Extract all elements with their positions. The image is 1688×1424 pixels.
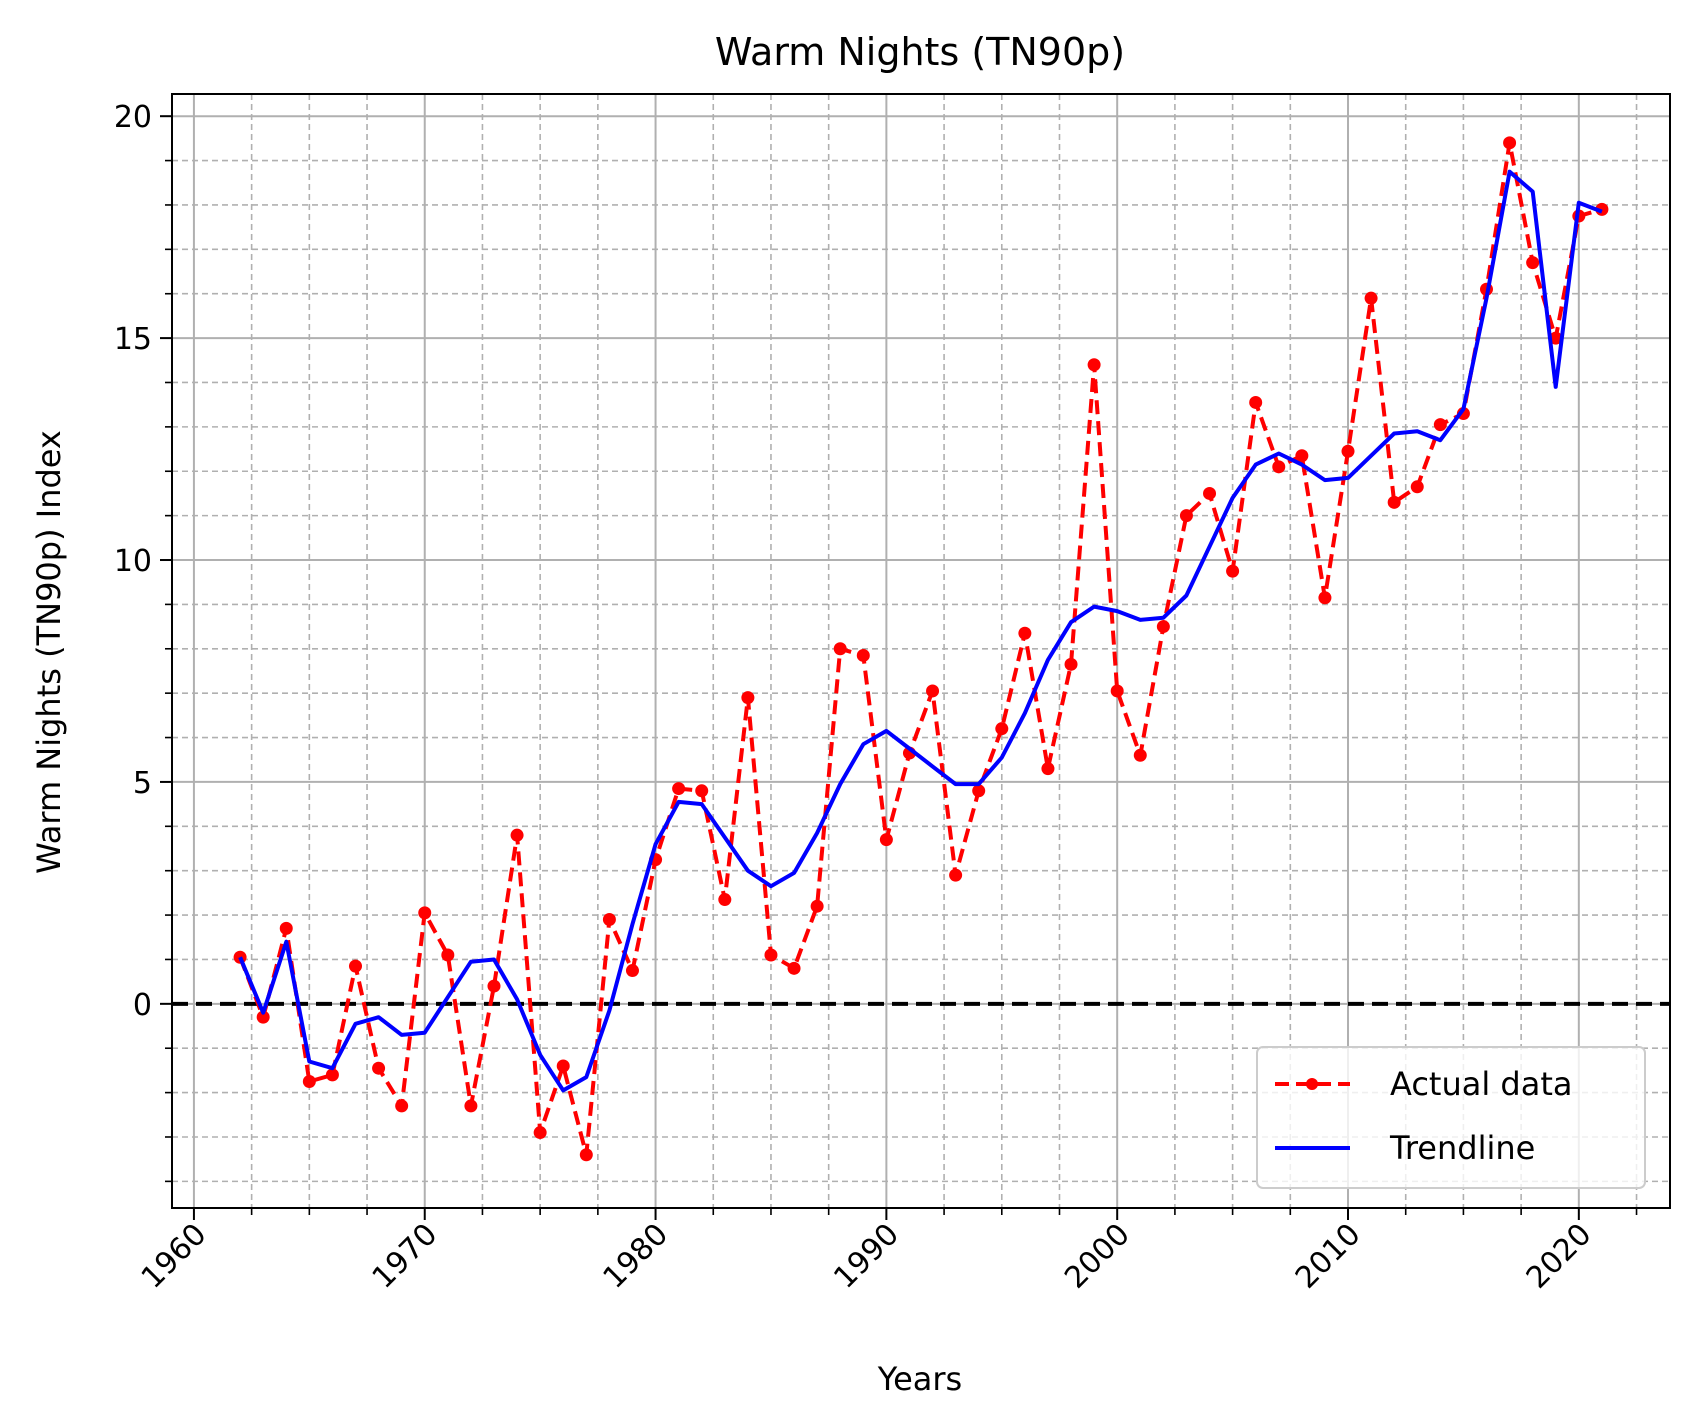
- series-line-trendline: [238, 169, 1603, 1093]
- data-point: [718, 893, 732, 907]
- series-line-actual-data: [238, 140, 1603, 1157]
- data-point: [1203, 486, 1217, 500]
- data-point: [1156, 620, 1170, 634]
- y-axis-label: Warm Nights (TN90p) Index: [30, 430, 68, 874]
- data-point: [1387, 495, 1401, 509]
- y-tick-label: 10: [114, 544, 152, 579]
- data-point: [441, 948, 455, 962]
- data-point: [510, 828, 524, 842]
- data-point: [1087, 358, 1101, 372]
- y-tick-label: 0: [133, 988, 152, 1023]
- data-point: [1041, 762, 1055, 776]
- data-point: [1364, 291, 1378, 305]
- data-point: [1341, 444, 1355, 458]
- legend-marker-actual-data: [1306, 1078, 1318, 1090]
- legend: Actual data Trendline: [1256, 1046, 1646, 1189]
- data-point: [1064, 657, 1078, 671]
- data-point: [1249, 395, 1263, 409]
- x-tick-label: 2010: [1289, 1217, 1368, 1296]
- data-point: [810, 899, 824, 913]
- data-point: [995, 722, 1009, 736]
- x-tick-label: 2000: [1058, 1217, 1137, 1296]
- data-point: [1318, 591, 1332, 605]
- data-point: [787, 961, 801, 975]
- series-layer: [233, 136, 1609, 1162]
- data-point: [348, 959, 362, 973]
- data-point: [926, 684, 940, 698]
- data-point: [949, 868, 963, 882]
- data-point: [625, 964, 639, 978]
- data-point: [1526, 256, 1540, 270]
- legend-label-actual-data: Actual data: [1390, 1065, 1573, 1103]
- y-tick-label: 15: [114, 322, 152, 357]
- x-axis-label: Years: [877, 1360, 962, 1398]
- data-point: [256, 1010, 270, 1024]
- x-tick-label: 1970: [366, 1217, 445, 1296]
- data-point: [764, 948, 778, 962]
- data-point: [279, 921, 293, 935]
- x-tick-label: 2020: [1520, 1217, 1599, 1296]
- data-point: [1226, 564, 1240, 578]
- data-point: [302, 1075, 316, 1089]
- data-point: [1133, 748, 1147, 762]
- data-point: [602, 913, 616, 927]
- data-point: [879, 833, 893, 847]
- data-point: [464, 1099, 478, 1113]
- x-tick-label: 1960: [135, 1217, 214, 1296]
- legend-label-trendline: Trendline: [1389, 1129, 1535, 1167]
- data-point: [487, 979, 501, 993]
- data-point: [1110, 684, 1124, 698]
- data-point: [556, 1059, 570, 1073]
- plot-frame: [171, 93, 1671, 1209]
- data-point: [1549, 331, 1563, 345]
- data-point: [1503, 136, 1517, 150]
- chart-title: Warm Nights (TN90p): [715, 30, 1125, 74]
- grid-layer: [172, 94, 1670, 1208]
- data-point: [418, 906, 432, 920]
- data-point: [533, 1126, 547, 1140]
- data-point: [1595, 202, 1609, 216]
- data-point: [395, 1099, 409, 1113]
- data-point: [1018, 626, 1032, 640]
- y-tick-label: 20: [114, 100, 152, 135]
- x-tick-label: 1990: [827, 1217, 906, 1296]
- y-tick-label: 5: [133, 766, 152, 801]
- data-point: [695, 784, 709, 798]
- data-point: [833, 642, 847, 656]
- data-point: [856, 648, 870, 662]
- data-point: [1179, 509, 1193, 523]
- data-point: [1272, 460, 1286, 474]
- data-point: [1433, 418, 1447, 432]
- data-point: [741, 691, 755, 705]
- data-point: [579, 1148, 593, 1162]
- legend-box: [1256, 1046, 1646, 1189]
- x-tick-label: 1980: [596, 1217, 675, 1296]
- data-point: [672, 782, 686, 796]
- data-point: [372, 1061, 386, 1075]
- data-point: [325, 1068, 339, 1082]
- data-point: [1410, 480, 1424, 494]
- data-point: [1295, 449, 1309, 463]
- data-point: [972, 784, 986, 798]
